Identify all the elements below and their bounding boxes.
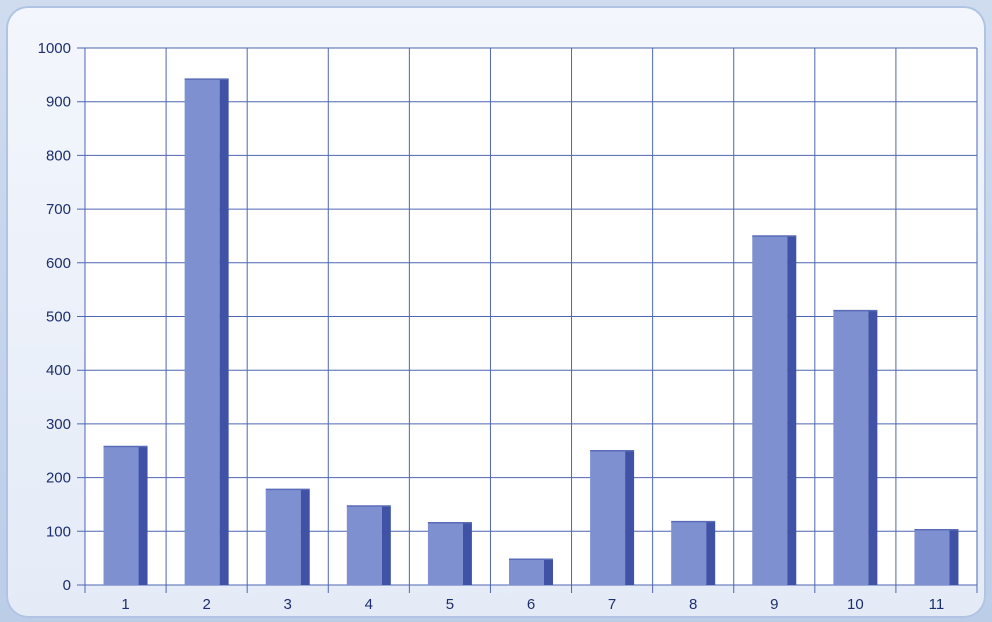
bar <box>752 235 797 585</box>
bar <box>184 78 229 586</box>
bar <box>427 521 472 585</box>
bar-face <box>590 450 626 585</box>
y-tick-label: 900 <box>46 94 71 111</box>
bar <box>346 505 391 585</box>
bar-face <box>833 310 869 585</box>
y-tick-label: 800 <box>46 147 71 164</box>
bar-face <box>184 79 220 586</box>
y-tick-label: 400 <box>46 362 71 379</box>
bar-side <box>544 559 553 585</box>
x-axis-ticks: 1 2 3 4 5 6 7 8 9 10 11 <box>121 596 944 613</box>
bar <box>833 309 878 585</box>
bars <box>103 78 959 586</box>
x-tick-label: 11 <box>929 596 945 613</box>
x-tick-label: 3 <box>284 596 292 613</box>
bar-face <box>103 446 139 585</box>
x-tick-label: 6 <box>527 596 535 613</box>
bar-side <box>381 506 391 585</box>
bar <box>590 450 635 585</box>
bar-side <box>138 446 148 585</box>
bar-face <box>346 506 382 585</box>
y-tick-label: 100 <box>46 523 71 540</box>
bar-face <box>752 235 788 585</box>
bar-side <box>706 521 716 585</box>
bar-face <box>914 529 950 585</box>
y-tick-label: 500 <box>46 309 71 326</box>
bar-face <box>427 522 463 585</box>
x-tick-label: 4 <box>365 596 373 613</box>
y-tick-label: 1000 <box>38 40 71 57</box>
bar-face <box>671 521 707 585</box>
x-tick-label: 8 <box>689 596 697 613</box>
bar-side <box>219 79 229 586</box>
y-tick-label: 600 <box>46 255 71 272</box>
y-tick-label: 0 <box>63 577 71 594</box>
bar-side <box>300 489 310 585</box>
y-axis-ticks: 0 100 200 300 400 500 600 700 800 900 1000 <box>38 40 71 594</box>
bar <box>509 558 553 585</box>
y-tick-label: 200 <box>46 470 71 487</box>
bar-side <box>462 522 472 585</box>
x-tick-label: 2 <box>202 596 210 613</box>
bar-face <box>265 489 301 585</box>
y-tick-label: 300 <box>46 416 71 433</box>
bar <box>914 528 959 585</box>
bar-face <box>509 559 544 585</box>
bar <box>103 445 148 585</box>
x-tick-label: 9 <box>770 596 778 613</box>
bar-side <box>868 310 878 585</box>
bar-side <box>949 529 959 585</box>
x-tick-label: 10 <box>847 596 864 613</box>
bar <box>671 520 716 585</box>
x-tick-label: 5 <box>446 596 454 613</box>
x-tick-label: 7 <box>608 596 616 613</box>
bar <box>265 488 310 585</box>
bar-side <box>625 450 635 585</box>
x-tick-label: 1 <box>121 596 129 613</box>
bar-side <box>787 235 797 585</box>
y-tick-label: 700 <box>46 201 71 218</box>
